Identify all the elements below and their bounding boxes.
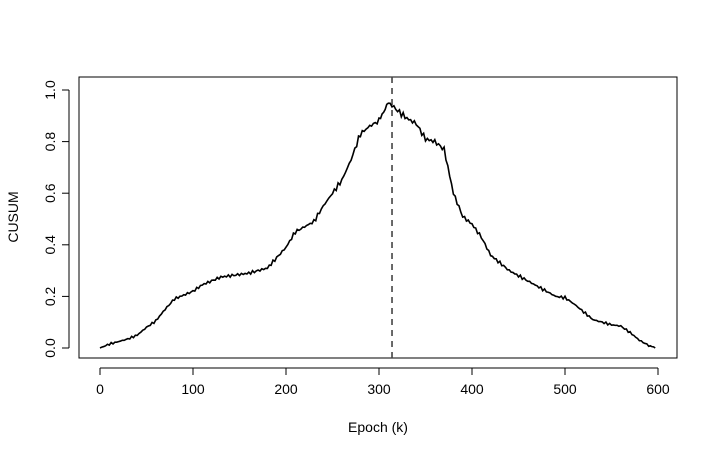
- x-axis-title: Epoch (k): [348, 419, 408, 435]
- x-tick-label: 600: [646, 381, 670, 397]
- y-tick-label: 0.2: [42, 286, 58, 306]
- x-tick-label: 200: [274, 381, 298, 397]
- y-tick-label: 0.8: [42, 132, 58, 152]
- x-tick-label: 500: [553, 381, 577, 397]
- x-axis: 0 100 200 300 400 500 600: [96, 367, 670, 397]
- y-tick-label: 1.0: [42, 80, 58, 100]
- y-axis: 0.0 0.2 0.4 0.6 0.8 1.0: [42, 80, 70, 358]
- x-tick-label: 400: [460, 381, 484, 397]
- x-tick-label: 300: [367, 381, 391, 397]
- x-tick-label: 100: [181, 381, 205, 397]
- cusum-series-line: [99, 102, 656, 349]
- y-tick-label: 0.0: [42, 338, 58, 358]
- x-tick-label: 0: [96, 381, 104, 397]
- series-group: [99, 102, 656, 349]
- plot-area-box: [78, 76, 678, 359]
- y-tick-label: 0.6: [42, 183, 58, 203]
- y-axis-title: CUSUM: [5, 191, 21, 242]
- y-tick-label: 0.4: [42, 235, 58, 255]
